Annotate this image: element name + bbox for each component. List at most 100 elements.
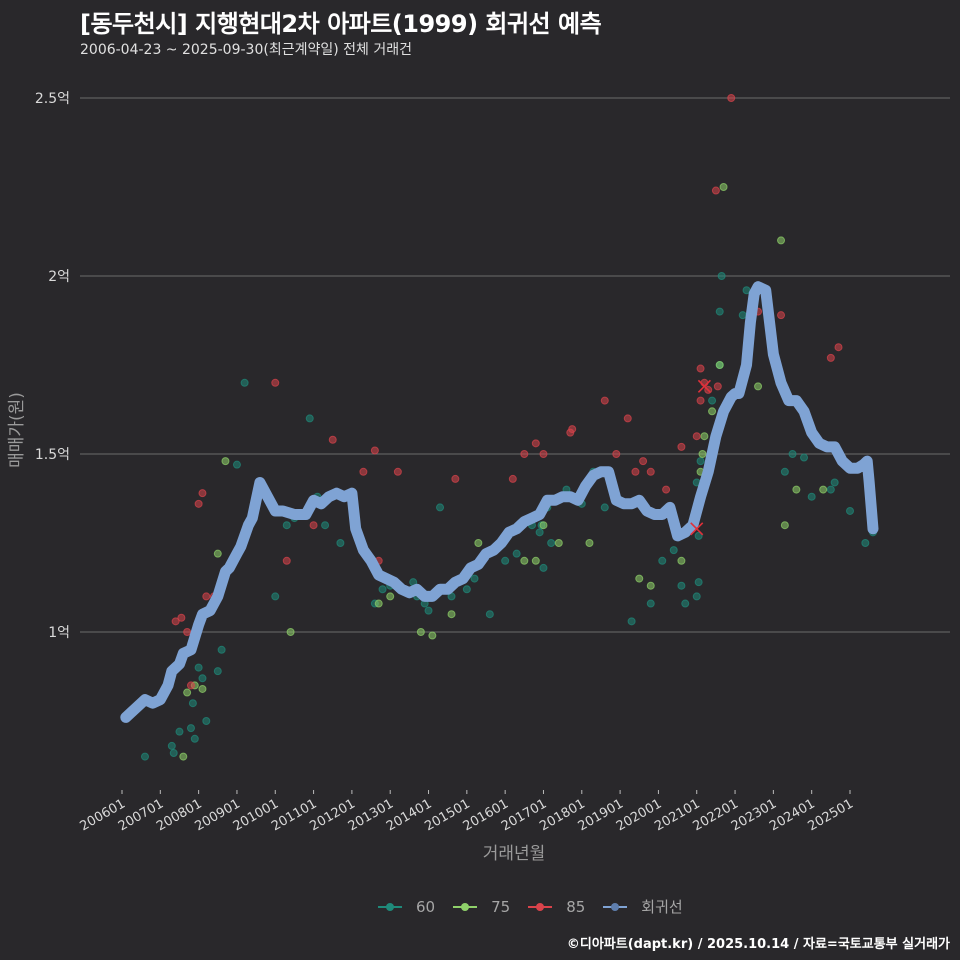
data-point-60 — [677, 581, 686, 590]
data-point-75 — [474, 539, 483, 547]
data-point-85 — [520, 450, 529, 458]
data-point-85 — [171, 617, 180, 626]
data-point-60 — [217, 645, 226, 654]
data-point-85 — [183, 628, 192, 636]
data-point-85 — [451, 474, 460, 483]
data-point-75 — [374, 599, 383, 608]
data-point-85 — [777, 311, 786, 320]
y-tick-label: 1억 — [48, 625, 70, 641]
data-point-85 — [639, 457, 648, 466]
data-point-85 — [826, 353, 835, 362]
data-point-75 — [554, 539, 563, 547]
data-point-75 — [700, 432, 709, 441]
legend-item-regression: 회귀선 — [603, 896, 683, 917]
data-point-60 — [826, 485, 835, 494]
data-point-85 — [328, 435, 337, 444]
legend-label: 75 — [491, 897, 511, 916]
data-point-60 — [512, 549, 521, 558]
data-point-60 — [780, 467, 789, 476]
x-axis-ticks: 2006012007012008012009012010012011012012… — [78, 790, 856, 834]
data-point-60 — [501, 556, 510, 565]
data-point-60 — [600, 503, 609, 512]
x-axis-title: 거래년월 — [483, 844, 546, 864]
data-point-85 — [309, 521, 318, 530]
data-point-75 — [719, 183, 728, 191]
data-point-60 — [140, 752, 149, 761]
data-point-75 — [792, 485, 801, 494]
data-point-60 — [240, 378, 249, 387]
y-tick-label: 1.5억 — [35, 447, 70, 463]
x-markers — [690, 379, 711, 536]
legend-key-regression-icon — [603, 901, 628, 913]
data-point-60 — [669, 546, 678, 555]
data-point-60 — [186, 724, 195, 733]
data-point-75 — [646, 581, 655, 590]
scatter-points — [140, 94, 877, 761]
data-point-60 — [202, 717, 211, 725]
data-point-60 — [627, 617, 636, 626]
data-point-60 — [535, 528, 544, 537]
data-point-85 — [186, 681, 195, 690]
data-point-75 — [819, 485, 828, 494]
data-point-60 — [282, 521, 291, 530]
data-point-60 — [807, 492, 816, 501]
y-tick-label: 2.5억 — [35, 91, 70, 107]
legend-key-75-icon — [453, 901, 478, 913]
data-point-60 — [175, 727, 184, 736]
data-point-85 — [623, 414, 632, 423]
data-point-60 — [232, 460, 241, 469]
data-point-85 — [727, 94, 736, 102]
data-point-60 — [194, 663, 203, 672]
data-point-60 — [305, 414, 314, 423]
data-point-85 — [834, 343, 843, 352]
data-point-60 — [336, 539, 345, 547]
data-point-85 — [612, 450, 621, 458]
data-point-60 — [539, 563, 548, 572]
data-point-60 — [462, 585, 471, 594]
data-point-85 — [198, 489, 207, 498]
data-point-60 — [190, 734, 199, 743]
data-point-60 — [692, 592, 701, 601]
y-axis-ticks: 1억 1.5억 2억 2.5억 — [35, 91, 70, 641]
data-point-60 — [167, 741, 176, 750]
data-point-60 — [681, 599, 690, 608]
data-point-60 — [708, 396, 717, 405]
data-point-75 — [531, 556, 540, 565]
data-point-60 — [321, 521, 330, 530]
data-point-75 — [698, 450, 707, 458]
data-point-75 — [754, 382, 763, 391]
y-tick-label: 2억 — [48, 269, 70, 285]
data-point-75 — [286, 628, 295, 636]
data-point-60 — [788, 450, 797, 458]
data-point-75 — [179, 752, 188, 761]
data-point-60 — [436, 503, 445, 512]
data-point-85 — [677, 442, 686, 451]
data-point-60 — [800, 453, 809, 462]
data-point-60 — [738, 311, 747, 320]
data-point-85 — [646, 467, 655, 476]
legend-item-60: 60 — [378, 898, 435, 916]
data-point-75 — [213, 549, 222, 558]
legend: 60 75 85 회귀선 — [378, 896, 701, 917]
data-point-85 — [194, 499, 203, 508]
regression-path — [120, 281, 879, 723]
data-point-85 — [282, 556, 291, 565]
y-axis-title: 매매가(원) — [7, 392, 27, 468]
data-point-75 — [677, 556, 686, 565]
data-point-60 — [470, 574, 479, 583]
data-point-85 — [202, 592, 211, 601]
data-point-60 — [547, 539, 556, 547]
data-point-60 — [378, 585, 387, 594]
legend-item-85: 85 — [528, 898, 585, 916]
data-point-60 — [715, 307, 724, 316]
chart-title: [동두천시] 지행현대2차 아파트(1999) 회귀선 예측 — [80, 10, 602, 38]
data-point-60 — [213, 667, 222, 676]
data-point-85 — [662, 485, 671, 494]
data-point-60 — [485, 610, 494, 619]
data-point-60 — [694, 531, 703, 540]
data-point-75 — [183, 688, 192, 697]
data-point-85 — [568, 425, 577, 434]
data-point-75 — [520, 556, 529, 565]
data-point-85 — [531, 439, 540, 448]
